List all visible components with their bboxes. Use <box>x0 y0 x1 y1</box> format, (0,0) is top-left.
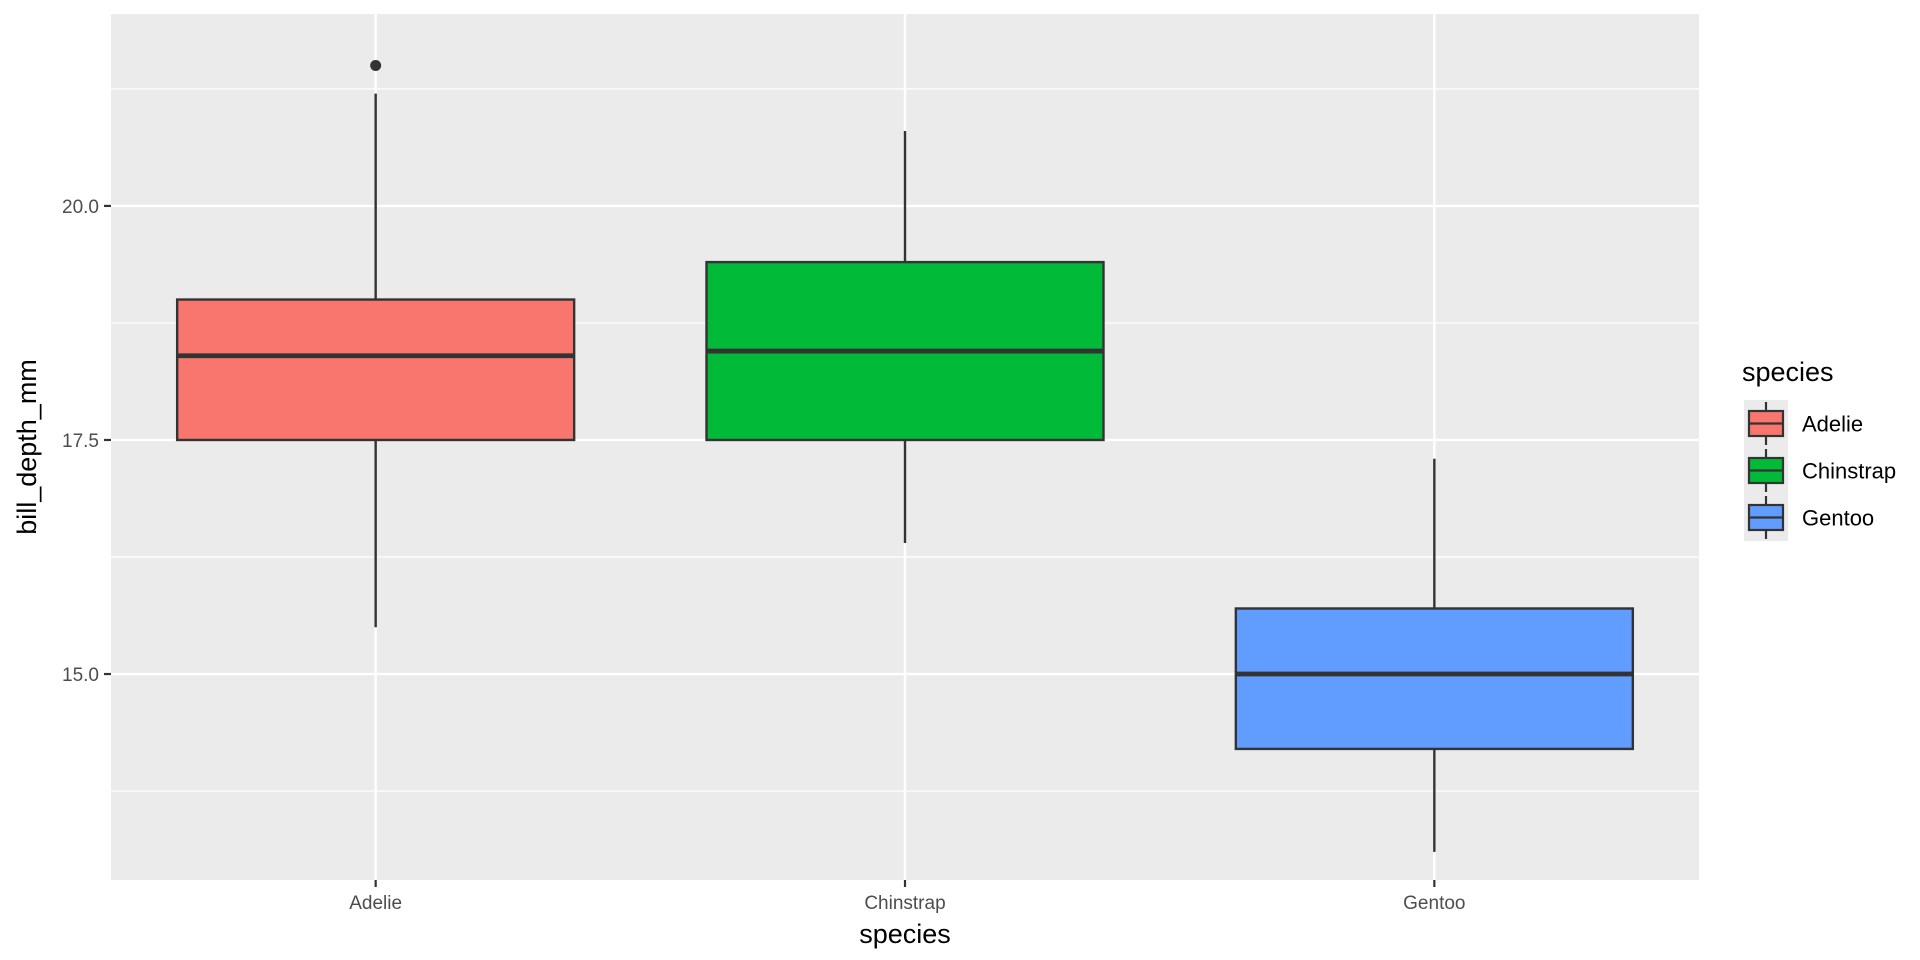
x-axis-title: species <box>859 919 951 949</box>
legend-label: Gentoo <box>1802 506 1874 531</box>
box-adelie <box>175 59 576 628</box>
x-tick-label: Chinstrap <box>864 893 945 914</box>
box-iqr <box>1234 607 1635 751</box>
y-tick-label: 15.0 <box>62 665 99 686</box>
legend-item-gentoo: Gentoo <box>1744 494 1874 541</box>
legend-item-adelie: Adelie <box>1744 400 1863 447</box>
x-tick-label: Adelie <box>349 893 402 914</box>
legend: species Adelie Chinstrap Gentoo <box>1742 357 1896 541</box>
box-gentoo <box>1234 458 1635 852</box>
legend-label: Chinstrap <box>1802 459 1896 484</box>
y-axis-ticks: 15.0 17.5 20.0 <box>62 197 111 686</box>
y-axis-title: bill_depth_mm <box>12 359 42 535</box>
y-tick-label: 17.5 <box>62 431 99 452</box>
box-series <box>175 59 1635 852</box>
legend-label: Adelie <box>1802 412 1863 437</box>
outlier-point <box>370 59 382 71</box>
legend-title: species <box>1742 357 1834 387</box>
x-axis-ticks: Adelie Chinstrap Gentoo <box>349 880 1465 914</box>
legend-item-chinstrap: Chinstrap <box>1744 447 1896 494</box>
y-tick-label: 20.0 <box>62 197 99 218</box>
box-chinstrap <box>705 131 1105 543</box>
box-iqr <box>175 298 576 442</box>
x-tick-label: Gentoo <box>1403 893 1465 914</box>
